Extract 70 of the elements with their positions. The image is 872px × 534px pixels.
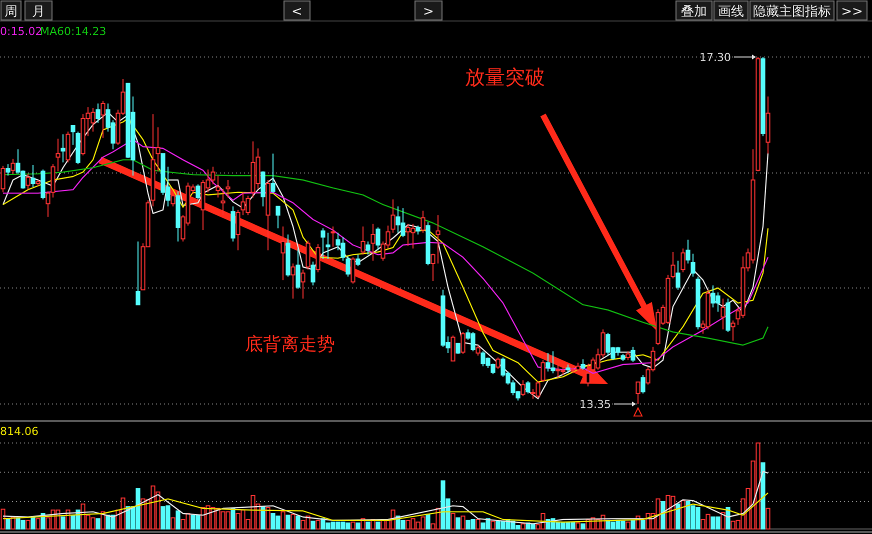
annotation: 底背离走势 bbox=[245, 334, 335, 355]
bar bbox=[266, 507, 270, 530]
bar bbox=[350, 522, 356, 530]
candlestick bbox=[766, 96, 770, 154]
bar bbox=[760, 462, 766, 530]
bar bbox=[170, 517, 176, 530]
bar bbox=[296, 516, 300, 530]
text: 月 bbox=[32, 4, 45, 20]
bar bbox=[766, 508, 770, 530]
bar bbox=[476, 519, 480, 530]
annotation: 17.30 bbox=[700, 51, 731, 64]
text: 叠加 bbox=[681, 4, 707, 20]
candlestick bbox=[226, 179, 230, 198]
bar bbox=[230, 508, 236, 530]
bar bbox=[316, 520, 320, 530]
bar bbox=[260, 506, 266, 530]
text: > bbox=[423, 4, 434, 20]
bar bbox=[626, 522, 630, 530]
bar bbox=[96, 518, 100, 530]
bar bbox=[30, 517, 36, 530]
bar bbox=[290, 514, 296, 530]
bar bbox=[176, 510, 180, 530]
bar bbox=[490, 520, 496, 530]
bar bbox=[0, 508, 6, 530]
candlestick bbox=[56, 138, 60, 172]
bar bbox=[580, 523, 586, 530]
bar bbox=[286, 514, 290, 530]
bar bbox=[36, 518, 40, 530]
bar bbox=[576, 522, 580, 530]
bar bbox=[366, 522, 370, 530]
candlestick bbox=[150, 114, 156, 207]
bar bbox=[520, 523, 526, 530]
candlestick bbox=[60, 134, 66, 163]
bar bbox=[310, 520, 316, 530]
candlestick bbox=[216, 175, 220, 198]
candlestick bbox=[280, 226, 286, 281]
bar bbox=[680, 500, 686, 530]
annotation: 放量突破 bbox=[465, 65, 545, 89]
bar bbox=[280, 511, 286, 530]
text: 隐藏主图指标 bbox=[753, 4, 831, 20]
candlestick bbox=[370, 223, 376, 262]
bar bbox=[640, 520, 646, 530]
candlestick bbox=[220, 188, 226, 216]
text: 814.06 bbox=[0, 425, 38, 438]
bar bbox=[676, 504, 680, 530]
text: 0:15.02 bbox=[0, 25, 42, 38]
bar bbox=[6, 518, 10, 530]
annotation: 13.35 bbox=[580, 398, 611, 411]
text: MA60:14.23 bbox=[40, 25, 106, 38]
bar bbox=[60, 516, 66, 530]
bar bbox=[426, 514, 430, 530]
bar bbox=[450, 513, 456, 530]
bar bbox=[630, 520, 636, 530]
candlestick bbox=[330, 226, 336, 248]
candlestick bbox=[156, 126, 160, 172]
candlestick bbox=[696, 276, 700, 330]
text: < bbox=[292, 4, 302, 20]
candlestick bbox=[676, 260, 680, 290]
candlestick bbox=[720, 298, 726, 330]
bar bbox=[456, 517, 460, 530]
bar bbox=[720, 512, 726, 530]
bar bbox=[356, 522, 360, 530]
bar bbox=[26, 520, 30, 530]
bar bbox=[376, 522, 380, 530]
bar bbox=[660, 500, 666, 530]
bar bbox=[460, 516, 466, 530]
text: >> bbox=[841, 4, 863, 20]
candlestick bbox=[326, 232, 330, 260]
candlestick bbox=[436, 214, 440, 264]
text: 周 bbox=[4, 4, 18, 20]
